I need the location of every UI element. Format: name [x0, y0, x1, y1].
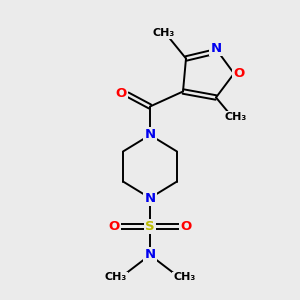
Text: S: S: [145, 220, 155, 233]
Text: CH₃: CH₃: [152, 28, 175, 38]
Text: O: O: [108, 220, 120, 233]
Text: N: N: [144, 248, 156, 262]
Text: CH₃: CH₃: [224, 112, 247, 122]
Text: O: O: [116, 86, 127, 100]
Text: N: N: [144, 128, 156, 142]
Text: O: O: [233, 67, 244, 80]
Text: O: O: [180, 220, 192, 233]
Text: CH₃: CH₃: [173, 272, 196, 283]
Text: CH₃: CH₃: [104, 272, 127, 283]
Text: N: N: [210, 41, 222, 55]
Text: N: N: [144, 191, 156, 205]
